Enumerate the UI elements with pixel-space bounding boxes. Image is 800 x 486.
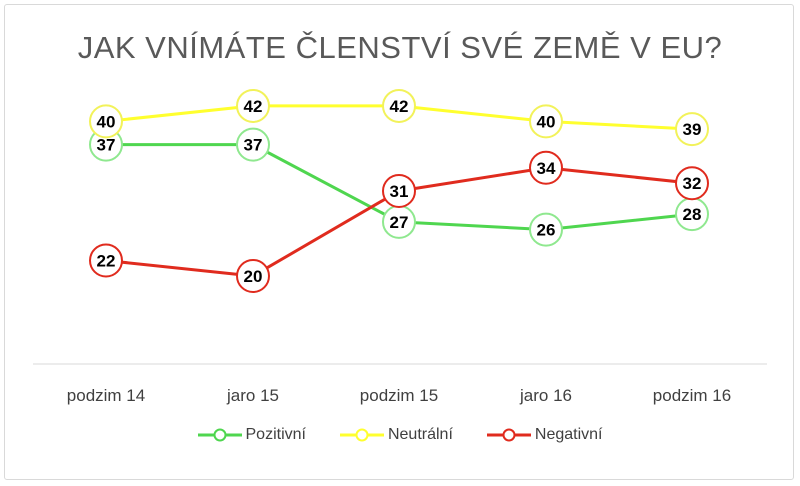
data-point — [236, 88, 270, 123]
x-tick-label: jaro 16 — [519, 386, 572, 405]
x-tick-label: jaro 15 — [226, 386, 279, 405]
data-label: 37 — [97, 136, 116, 155]
legend-dot — [502, 428, 516, 442]
chart-title: JAK VNÍMÁTE ČLENSTVÍ SVÉ ZEMĚ V EU? — [77, 30, 723, 65]
chart-frame — [4, 4, 794, 480]
legend-label: Pozitivní — [245, 426, 306, 443]
data-label: 34 — [537, 159, 556, 178]
data-point — [89, 104, 123, 139]
x-tick-label: podzim 14 — [67, 386, 145, 405]
legend-item: Pozitivní — [197, 426, 306, 444]
data-point — [529, 150, 563, 185]
data-point — [529, 212, 563, 247]
legend-item: Negativní — [486, 426, 603, 444]
data-point — [382, 173, 416, 208]
data-label: 28 — [683, 205, 702, 224]
data-point — [529, 104, 563, 139]
data-point — [675, 166, 709, 201]
data-label: 42 — [390, 97, 409, 116]
data-label: 26 — [537, 221, 556, 240]
data-label: 32 — [683, 174, 702, 193]
data-label: 22 — [97, 252, 116, 271]
legend-label: Negativní — [534, 426, 603, 443]
data-label: 27 — [390, 213, 409, 232]
data-label: 37 — [244, 136, 263, 155]
data-point — [89, 243, 123, 278]
legend-dot — [355, 428, 369, 442]
chart-legend: Pozitivní Neutrální Negativní — [0, 426, 800, 444]
data-label: 20 — [244, 267, 263, 286]
legend-dot — [213, 428, 226, 442]
data-point — [236, 259, 270, 293]
data-label: 40 — [97, 112, 116, 131]
data-point — [675, 112, 709, 147]
data-point — [382, 88, 416, 123]
legend-marker-icon — [339, 428, 384, 442]
data-label: 40 — [537, 112, 556, 131]
legend-marker-icon — [486, 428, 531, 442]
data-point — [236, 127, 270, 162]
x-tick-label: podzim 15 — [360, 386, 438, 405]
data-label: 42 — [244, 97, 263, 116]
data-label: 39 — [683, 120, 702, 139]
legend-label: Neutrální — [387, 426, 453, 443]
x-tick-label: podzim 16 — [653, 386, 731, 405]
data-label: 31 — [390, 182, 409, 201]
legend-marker-icon — [197, 428, 242, 442]
legend-item: Neutrální — [339, 426, 453, 444]
